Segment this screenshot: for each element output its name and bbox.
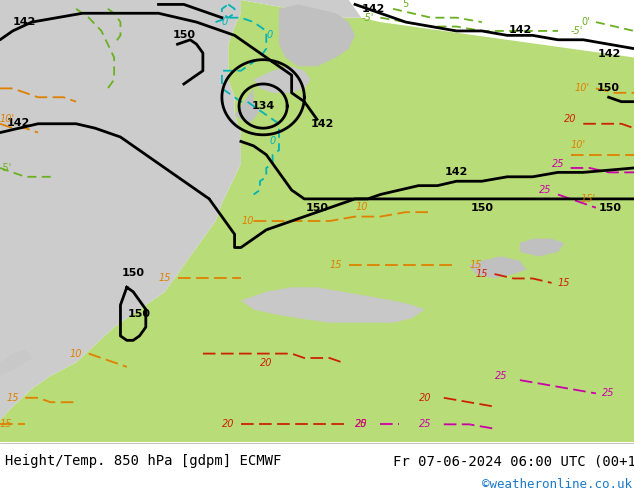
Text: ©weatheronline.co.uk: ©weatheronline.co.uk — [482, 478, 632, 490]
Text: 142: 142 — [6, 118, 30, 128]
Text: -5': -5' — [0, 163, 12, 173]
Text: 150: 150 — [597, 83, 620, 93]
Text: 134: 134 — [252, 101, 275, 111]
Polygon shape — [0, 0, 634, 442]
Polygon shape — [279, 4, 355, 66]
Text: 15': 15' — [581, 194, 596, 204]
Text: -5': -5' — [361, 13, 374, 23]
Text: 20: 20 — [355, 419, 368, 429]
Text: 142: 142 — [361, 4, 385, 14]
Text: 20: 20 — [222, 419, 235, 429]
Polygon shape — [0, 0, 241, 420]
Text: 150: 150 — [306, 203, 328, 213]
Text: 15: 15 — [0, 419, 13, 429]
Text: 142: 142 — [311, 120, 334, 129]
Text: 142: 142 — [598, 49, 621, 59]
Text: 10': 10' — [574, 83, 590, 94]
Polygon shape — [241, 0, 361, 18]
Text: 20: 20 — [260, 358, 273, 368]
Text: 25: 25 — [552, 159, 564, 169]
Text: -5': -5' — [571, 26, 583, 36]
Text: 142: 142 — [153, 0, 176, 2]
Polygon shape — [235, 88, 260, 124]
Text: 15: 15 — [469, 260, 482, 270]
Text: 0: 0 — [266, 30, 273, 40]
Text: 15: 15 — [158, 273, 171, 283]
Text: 142: 142 — [508, 25, 531, 35]
Text: 0: 0 — [269, 136, 276, 147]
Text: 20: 20 — [418, 393, 431, 403]
Text: 25: 25 — [355, 419, 368, 429]
Text: Fr 07-06-2024 06:00 UTC (00+126): Fr 07-06-2024 06:00 UTC (00+126) — [393, 454, 634, 468]
Text: 10: 10 — [241, 216, 254, 226]
Text: 25: 25 — [418, 419, 431, 429]
Text: 0': 0' — [581, 17, 590, 27]
Text: 15: 15 — [476, 269, 488, 279]
Text: 150: 150 — [470, 203, 493, 213]
Polygon shape — [520, 239, 564, 256]
Text: 142: 142 — [445, 167, 468, 177]
Text: 0: 0 — [222, 17, 228, 27]
Polygon shape — [0, 349, 32, 376]
Text: 150: 150 — [122, 269, 145, 278]
Text: 25: 25 — [539, 185, 552, 195]
Polygon shape — [0, 22, 25, 66]
Text: 10': 10' — [571, 140, 586, 150]
Text: 150: 150 — [172, 30, 195, 40]
Text: 10': 10' — [0, 114, 15, 124]
Text: 25: 25 — [495, 371, 507, 381]
Polygon shape — [254, 66, 311, 93]
Polygon shape — [469, 256, 526, 278]
Text: 5: 5 — [403, 0, 409, 9]
Text: 10: 10 — [355, 202, 368, 212]
Text: 142: 142 — [13, 17, 36, 26]
Polygon shape — [0, 71, 25, 97]
Text: Height/Temp. 850 hPa [gdpm] ECMWF: Height/Temp. 850 hPa [gdpm] ECMWF — [5, 454, 281, 468]
Polygon shape — [241, 287, 425, 322]
Text: 15: 15 — [6, 393, 19, 403]
Text: 150: 150 — [598, 203, 621, 213]
Text: 15: 15 — [330, 260, 342, 270]
Text: 150: 150 — [128, 309, 151, 319]
Text: 15: 15 — [558, 278, 571, 288]
Text: 20: 20 — [564, 114, 577, 124]
Text: 25: 25 — [602, 389, 615, 398]
Text: 10: 10 — [70, 348, 82, 359]
